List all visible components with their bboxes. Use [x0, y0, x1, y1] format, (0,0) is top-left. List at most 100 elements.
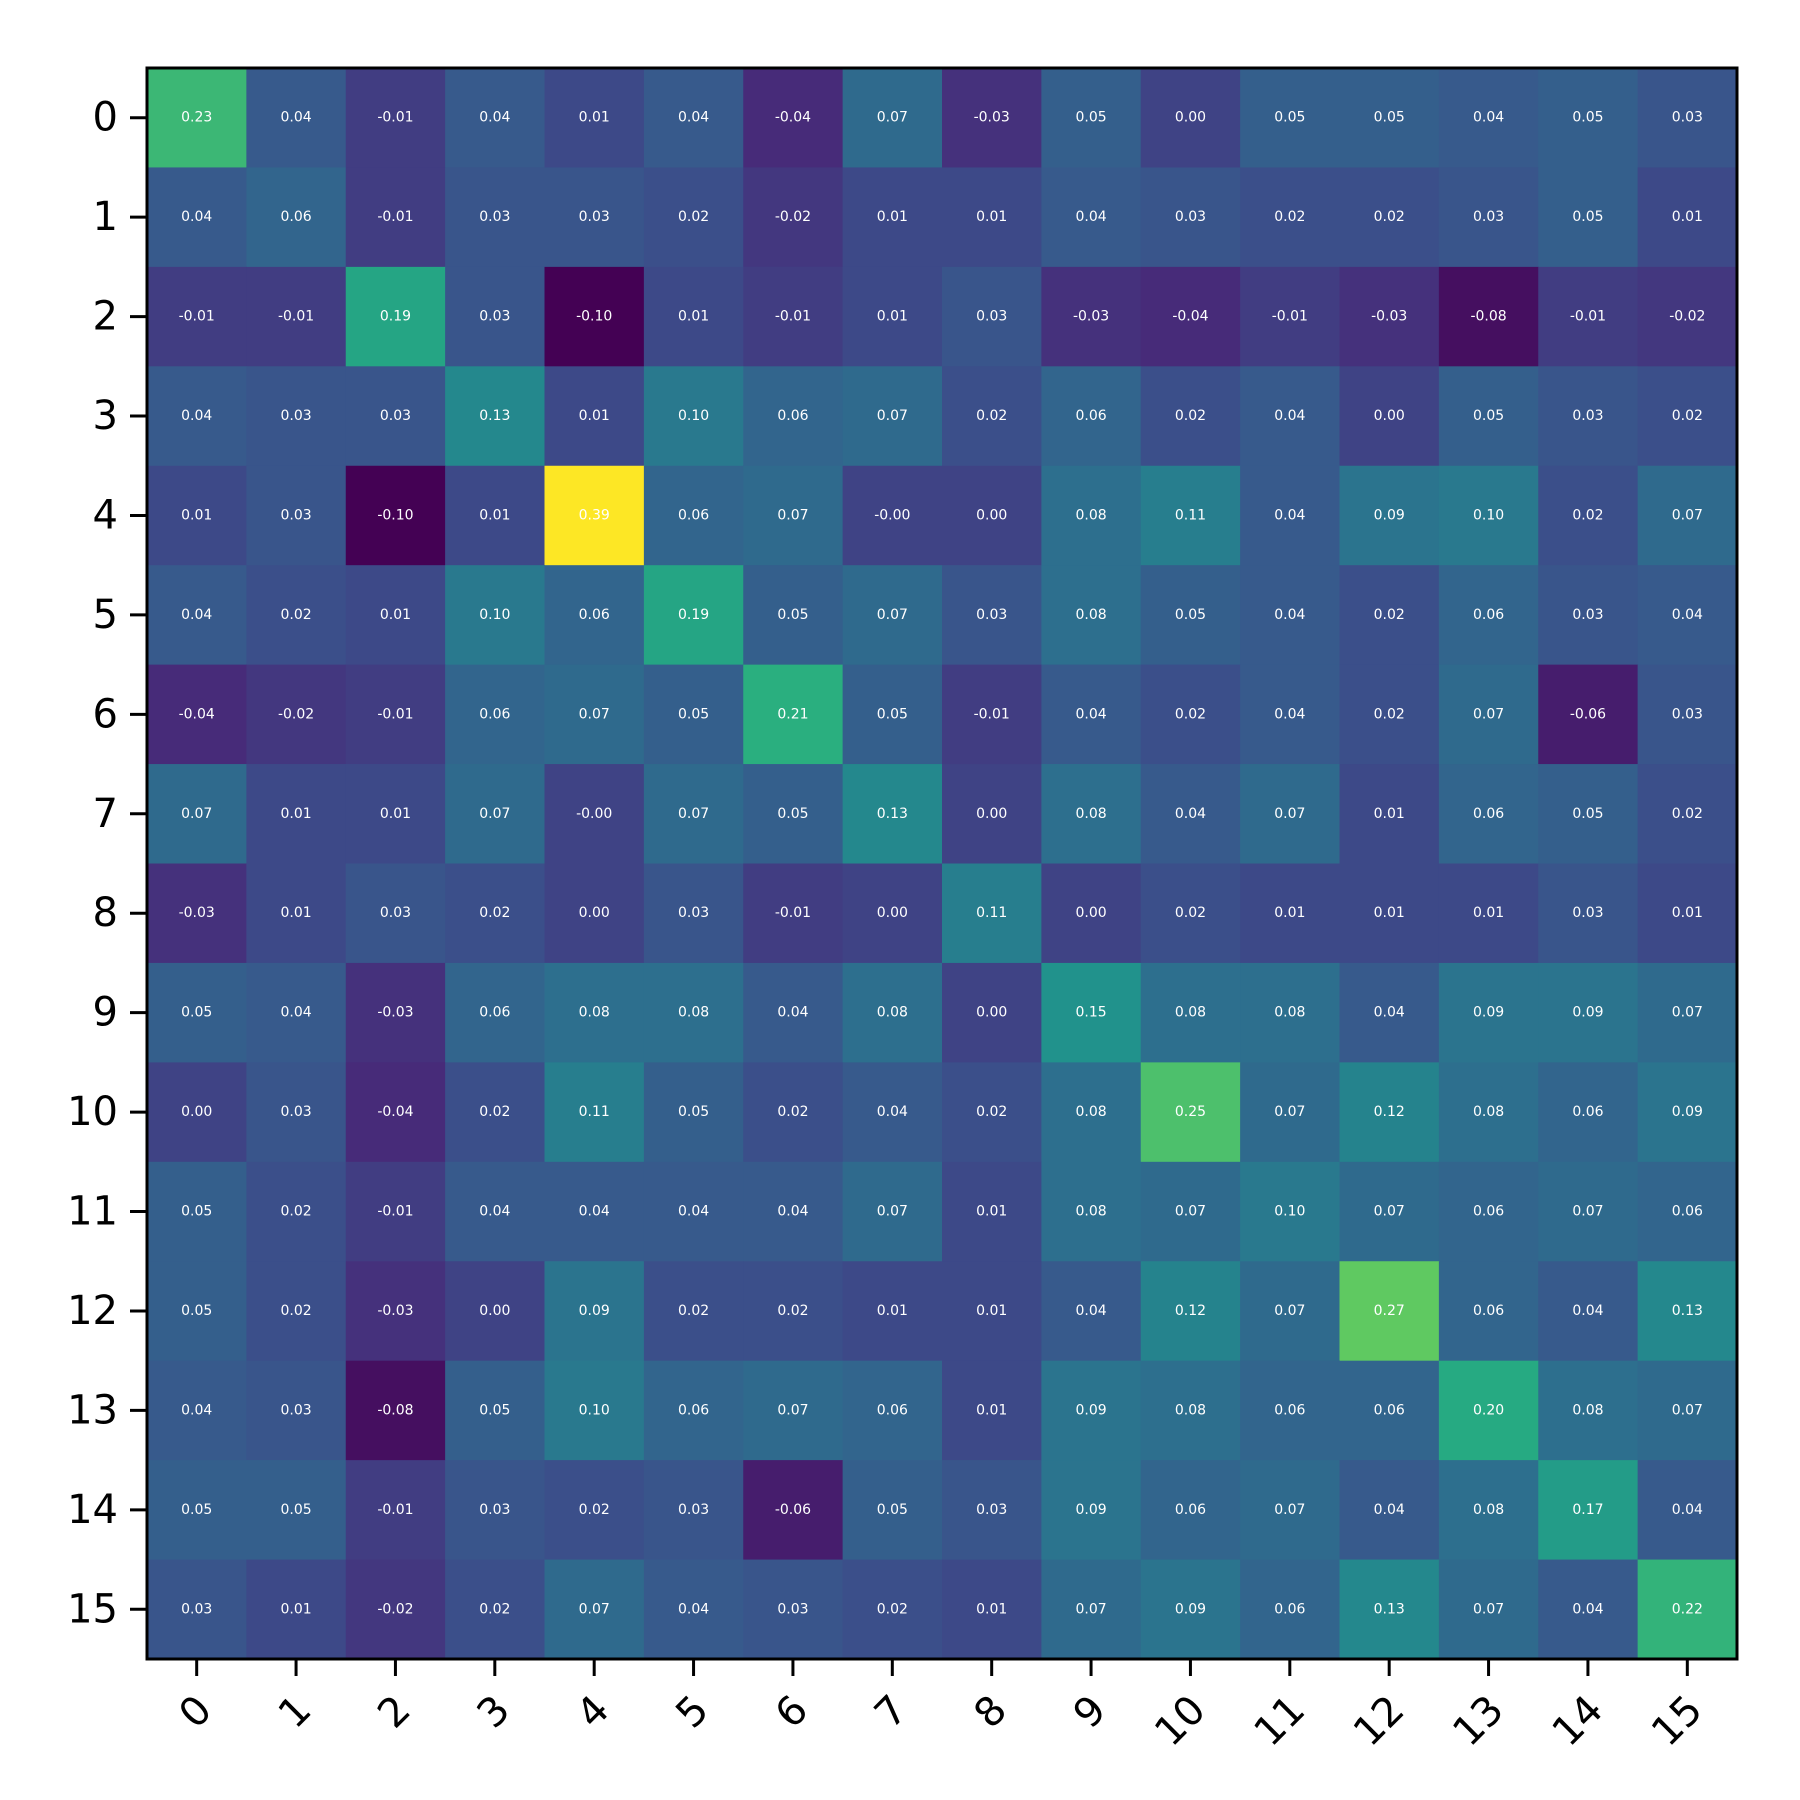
cell-value-label: 0.13 — [479, 408, 510, 424]
cell-value-label: 0.13 — [1672, 1303, 1703, 1319]
heatmap-cell-r11-c8 — [942, 1161, 1042, 1262]
heatmap-cell-r12-c5 — [643, 1261, 744, 1362]
cell-value-label: 0.02 — [579, 1502, 610, 1518]
cell-value-label: 0.07 — [1075, 1601, 1106, 1617]
cell-value-label: 0.08 — [678, 1005, 709, 1021]
heatmap-cell-r2-c14 — [1538, 266, 1639, 367]
heatmap-cell-r10-c6 — [743, 1062, 844, 1163]
heatmap-cell-r3-c13 — [1438, 366, 1539, 467]
heatmap-cell-r15-c15 — [1637, 1559, 1738, 1660]
y-tick-label: 4 — [93, 492, 118, 538]
cell-value-label: 0.03 — [479, 209, 510, 225]
heatmap-cell-r12-c3 — [445, 1261, 545, 1362]
heatmap-cell-r10-c2 — [345, 1062, 446, 1163]
y-tick-label: 13 — [67, 1387, 118, 1433]
heatmap-cell-r13-c7 — [842, 1360, 943, 1461]
heatmap-cell-r7-c1 — [246, 764, 347, 864]
heatmap-cell-r12-c15 — [1637, 1261, 1738, 1362]
heatmap-cell-r9-c6 — [743, 962, 844, 1063]
heatmap-cell-r4-c12 — [1339, 465, 1440, 566]
cell-value-label: 0.07 — [1672, 1402, 1703, 1418]
cell-value-label: 0.01 — [280, 905, 311, 921]
heatmap-cell-r11-c3 — [445, 1161, 545, 1262]
cell-value-label: -0.08 — [377, 1402, 413, 1418]
heatmap-cell-r1-c7 — [842, 167, 943, 268]
heatmap-cell-r11-c2 — [345, 1161, 446, 1262]
cell-value-label: 0.02 — [976, 408, 1007, 424]
heatmap-cell-r2-c6 — [743, 266, 844, 367]
cell-value-label: 0.10 — [678, 408, 709, 424]
heatmap-cell-r13-c0 — [147, 1360, 247, 1461]
cell-value-label: 0.07 — [678, 806, 709, 822]
cell-value-label: 0.05 — [1175, 607, 1206, 623]
cell-value-label: 0.04 — [678, 1204, 709, 1220]
cell-value-label: 0.05 — [1075, 110, 1106, 126]
heatmap-cell-r14-c13 — [1438, 1460, 1539, 1561]
heatmap-cell-r2-c3 — [445, 266, 545, 367]
heatmap-cell-r9-c5 — [643, 962, 744, 1063]
heatmap-cell-r10-c0 — [147, 1062, 247, 1163]
cell-value-label: 0.19 — [380, 309, 411, 325]
y-tick-label: 7 — [93, 791, 118, 837]
cell-value-label: 0.03 — [1672, 706, 1703, 722]
heatmap-cell-r8-c13 — [1438, 863, 1539, 964]
cell-value-label: 0.06 — [1374, 1402, 1405, 1418]
cell-value-label: 0.08 — [1075, 1204, 1106, 1220]
heatmap-cell-r0-c5 — [643, 68, 744, 168]
heatmap-cell-r0-c8 — [942, 68, 1042, 168]
heatmap-cell-r10-c4 — [544, 1062, 645, 1163]
heatmap-cell-r13-c9 — [1041, 1360, 1142, 1461]
heatmap-cell-r11-c12 — [1339, 1161, 1440, 1262]
heatmap-cell-r2-c8 — [942, 266, 1042, 367]
cell-value-label: 0.01 — [1274, 905, 1305, 921]
heatmap-cell-r1-c15 — [1637, 167, 1738, 268]
cell-value-label: 0.04 — [181, 607, 212, 623]
cell-value-label: 0.02 — [1175, 706, 1206, 722]
heatmap-cell-r14-c5 — [643, 1460, 744, 1561]
heatmap-cell-r11-c13 — [1438, 1161, 1539, 1262]
heatmap-cell-r14-c3 — [445, 1460, 545, 1561]
cell-value-label: 0.04 — [479, 1204, 510, 1220]
cell-value-label: 0.02 — [1374, 209, 1405, 225]
heatmap-cell-r7-c14 — [1538, 764, 1639, 864]
cell-value-label: 0.05 — [777, 806, 808, 822]
cell-value-label: 0.07 — [777, 1402, 808, 1418]
cell-value-label: 0.07 — [1374, 1204, 1405, 1220]
cell-value-label: 0.02 — [1274, 209, 1305, 225]
cell-value-label: 0.01 — [1473, 905, 1504, 921]
cell-value-label: 0.13 — [1374, 1601, 1405, 1617]
heatmap-cell-r11-c7 — [842, 1161, 943, 1262]
cell-value-label: 0.25 — [1175, 1104, 1206, 1120]
y-tick-label: 3 — [93, 393, 118, 439]
heatmap-cell-r1-c10 — [1140, 167, 1241, 268]
heatmap-cell-r8-c0 — [147, 863, 247, 964]
heatmap-cell-r0-c9 — [1041, 68, 1142, 168]
cell-value-label: 0.08 — [579, 1005, 610, 1021]
heatmap-cell-r0-c15 — [1637, 68, 1738, 168]
cell-value-label: 0.07 — [1473, 706, 1504, 722]
heatmap-cell-r10-c7 — [842, 1062, 943, 1163]
heatmap-cell-r12-c7 — [842, 1261, 943, 1362]
cell-value-label: 0.06 — [678, 507, 709, 523]
heatmap-cell-r4-c4 — [544, 465, 645, 566]
heatmap-cell-r3-c0 — [147, 366, 247, 467]
cell-value-label: 0.10 — [1274, 1204, 1305, 1220]
heatmap-cell-r3-c15 — [1637, 366, 1738, 467]
heatmap-cell-r6-c9 — [1041, 664, 1142, 765]
cell-value-label: -0.02 — [1669, 309, 1705, 325]
heatmap-cell-r5-c12 — [1339, 565, 1440, 666]
heatmap-cell-r13-c11 — [1240, 1360, 1340, 1461]
heatmap-cell-r7-c9 — [1041, 764, 1142, 864]
heatmap-cell-r9-c10 — [1140, 962, 1241, 1063]
cell-value-label: -0.01 — [1570, 309, 1606, 325]
heatmap-cell-r1-c9 — [1041, 167, 1142, 268]
cell-value-label: -0.01 — [775, 309, 811, 325]
heatmap-cell-r7-c10 — [1140, 764, 1241, 864]
cell-value-label: 0.08 — [1075, 607, 1106, 623]
cell-value-label: -0.10 — [377, 507, 413, 523]
heatmap-cell-r8-c2 — [345, 863, 446, 964]
cell-value-label: 0.00 — [976, 507, 1007, 523]
heatmap-cell-r6-c11 — [1240, 664, 1340, 765]
heatmap-cell-r7-c5 — [643, 764, 744, 864]
cell-value-label: 0.27 — [1374, 1303, 1405, 1319]
